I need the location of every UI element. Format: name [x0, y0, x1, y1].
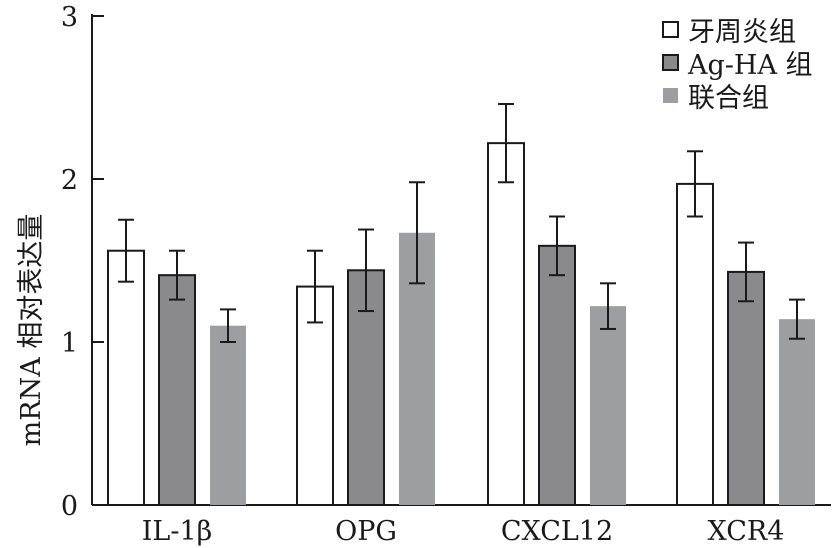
- y-tick-label: 2: [61, 165, 78, 196]
- y-tick-label: 1: [61, 328, 78, 359]
- x-category-label: CXCL12: [501, 516, 613, 547]
- bar: [779, 319, 815, 505]
- bar: [210, 325, 246, 505]
- x-category-label: OPG: [335, 516, 397, 547]
- x-category-label: XCR4: [708, 516, 785, 547]
- bar: [538, 244, 576, 507]
- error-bars: [118, 103, 805, 343]
- legend-label: Ag-HA 组: [687, 50, 813, 81]
- labels: 0 1 2 3 IL-1β OPG CXCL12 XCR4: [61, 2, 785, 547]
- legend-label: 牙周炎组: [688, 17, 796, 48]
- x-category-label: IL-1β: [142, 516, 213, 547]
- bar: [590, 306, 626, 505]
- legend-label: 联合组: [688, 83, 769, 114]
- bar: [727, 270, 765, 506]
- legend-swatch: [662, 54, 679, 71]
- y-tick-label: 3: [61, 2, 78, 33]
- bar: [158, 274, 196, 507]
- y-tick-label: 0: [61, 491, 78, 522]
- y-axis-label: mRNA 相对表达量: [16, 214, 47, 447]
- legend-swatch: [662, 21, 679, 38]
- bar: [676, 182, 714, 506]
- legend-swatch: [663, 88, 678, 103]
- bar: [107, 249, 145, 506]
- bar: [487, 142, 525, 506]
- bars: [107, 142, 815, 507]
